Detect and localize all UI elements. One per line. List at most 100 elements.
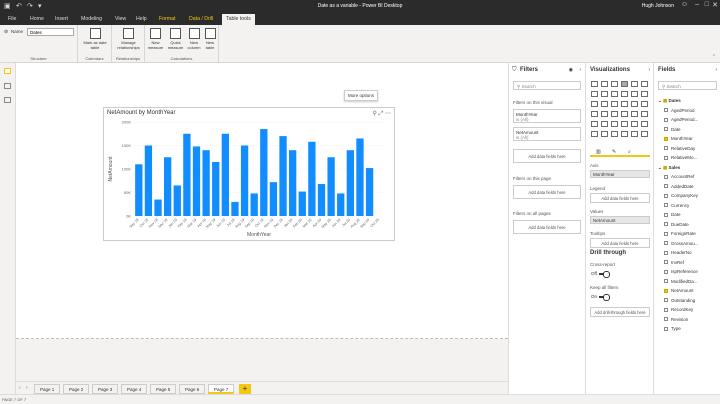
report-filter-drop-zone[interactable]: Add data fields here [513, 220, 581, 234]
bar[interactable] [154, 199, 162, 216]
field-checkbox[interactable] [664, 117, 668, 122]
page-tab[interactable]: Page 1 [34, 384, 61, 394]
bar[interactable] [289, 150, 297, 216]
visual-type-icon[interactable] [641, 81, 648, 87]
visual-type-icon[interactable] [621, 131, 628, 137]
page-tab[interactable]: Page 5 [150, 384, 177, 394]
filters-search-input[interactable]: ⚲ Search [513, 81, 581, 90]
field-item[interactable]: Outstanding [664, 298, 695, 303]
field-item[interactable]: AccountRef [664, 174, 694, 179]
visual-type-icon[interactable] [611, 81, 618, 87]
new-measure-button[interactable]: New measure [147, 28, 164, 50]
tab-format[interactable]: Format [159, 16, 176, 22]
field-checkbox[interactable] [664, 184, 668, 189]
bar[interactable] [144, 145, 153, 217]
visual-type-icon[interactable] [621, 121, 628, 127]
field-checkbox[interactable] [664, 317, 668, 322]
bar[interactable] [135, 164, 143, 216]
field-item[interactable]: NetAmount [664, 288, 694, 293]
tab-table-tools[interactable]: Table tools [222, 14, 255, 25]
visual-type-icon[interactable] [631, 111, 638, 117]
legend-drop-zone[interactable]: Add data fields here [590, 193, 650, 203]
bar[interactable] [269, 182, 278, 216]
mark-as-date-table-button[interactable]: Mark as date table [80, 28, 110, 50]
bar[interactable] [337, 193, 345, 216]
bar[interactable] [327, 157, 335, 216]
fields-tab[interactable]: ▥ ✎ ⌕ [590, 149, 650, 157]
prev-page-icon[interactable]: ‹ [19, 385, 21, 391]
report-canvas[interactable]: More options NetAmount by MonthYear ⚲ ⤢ … [16, 63, 508, 381]
field-checkbox[interactable] [664, 146, 668, 151]
field-item[interactable]: ForeignRate [664, 231, 696, 236]
visual-type-icon[interactable] [611, 101, 618, 107]
field-item[interactable]: ModifiedDa... [664, 279, 698, 284]
cross-report-toggle[interactable]: Off [591, 270, 610, 278]
format-paint-icon[interactable]: ✎ [612, 149, 617, 155]
bar[interactable] [346, 150, 354, 216]
visual-type-icon[interactable] [601, 121, 608, 127]
field-item[interactable]: MonthYear [664, 136, 693, 141]
maximize-icon[interactable]: □ [704, 1, 709, 8]
new-column-button[interactable]: New column [186, 28, 202, 50]
field-item[interactable]: RelativeMo... [664, 155, 697, 160]
visual-type-icon[interactable] [601, 131, 608, 137]
field-item[interactable]: InvRef [664, 260, 684, 265]
bar[interactable] [308, 141, 316, 216]
bar[interactable] [260, 129, 268, 216]
field-item[interactable]: Date [664, 127, 681, 132]
chevron-down-icon[interactable]: ⌄ [658, 164, 664, 170]
page-tab[interactable]: Page 3 [92, 384, 119, 394]
tab-insert[interactable]: Insert [55, 16, 68, 22]
field-checkbox[interactable] [664, 288, 668, 293]
field-item[interactable]: Date [664, 212, 681, 217]
visual-type-icon[interactable] [621, 91, 628, 97]
keep-filters-toggle[interactable]: On [591, 293, 611, 301]
visual-type-icon[interactable] [611, 131, 618, 137]
visual-type-icon[interactable] [601, 91, 608, 97]
manage-relationships-button[interactable]: Manage relationships [114, 28, 143, 50]
visual-type-icon[interactable] [631, 81, 638, 87]
field-checkbox[interactable] [664, 231, 668, 236]
page-tab[interactable]: Page 7 [208, 384, 235, 394]
bar[interactable] [221, 133, 229, 216]
visual-type-icon[interactable] [591, 101, 598, 107]
visual-type-icon[interactable] [591, 91, 598, 97]
page-tab[interactable]: Page 2 [63, 384, 90, 394]
field-item[interactable]: RelativeDay [664, 146, 695, 151]
field-item[interactable]: AddedDate [664, 184, 694, 189]
values-field-pill[interactable]: NetAmount [590, 216, 650, 224]
bar[interactable] [212, 161, 220, 216]
field-checkbox[interactable] [664, 174, 668, 179]
tab-home[interactable]: Home [30, 16, 44, 22]
tab-file[interactable]: File [8, 16, 17, 22]
field-checkbox[interactable] [664, 193, 668, 198]
tab-modeling[interactable]: Modeling [81, 16, 103, 22]
bar[interactable] [250, 193, 258, 216]
visual-type-icon[interactable] [631, 131, 638, 137]
field-item[interactable]: IspReference [664, 269, 698, 274]
report-view-icon[interactable] [4, 68, 11, 74]
field-checkbox[interactable] [664, 155, 668, 160]
visual-type-icon[interactable] [631, 101, 638, 107]
bar[interactable] [202, 150, 210, 216]
user-name[interactable]: Hugh Johnson [641, 3, 674, 9]
bar[interactable] [365, 168, 374, 216]
visual-filter-drop-zone[interactable]: Add data fields here [513, 149, 581, 163]
visual-type-icon[interactable] [631, 121, 638, 127]
field-item[interactable]: HeaderNo [664, 250, 692, 255]
model-view-icon[interactable] [4, 97, 11, 103]
visual-type-icon[interactable] [641, 111, 648, 117]
bar[interactable] [298, 191, 306, 216]
filter-icon[interactable]: ⚲ [372, 111, 377, 117]
visual-type-icon[interactable] [611, 121, 618, 127]
field-checkbox[interactable] [664, 279, 668, 284]
field-checkbox[interactable] [664, 241, 668, 246]
minimize-icon[interactable]: – [695, 1, 699, 8]
field-checkbox[interactable] [664, 260, 668, 265]
field-item[interactable]: Type [664, 326, 681, 331]
field-checkbox[interactable] [664, 298, 668, 303]
page-tab[interactable]: Page 4 [121, 384, 148, 394]
visual-type-icon[interactable] [611, 111, 618, 117]
bar[interactable] [356, 138, 364, 216]
filters-collapse-icon[interactable]: › [579, 67, 581, 73]
